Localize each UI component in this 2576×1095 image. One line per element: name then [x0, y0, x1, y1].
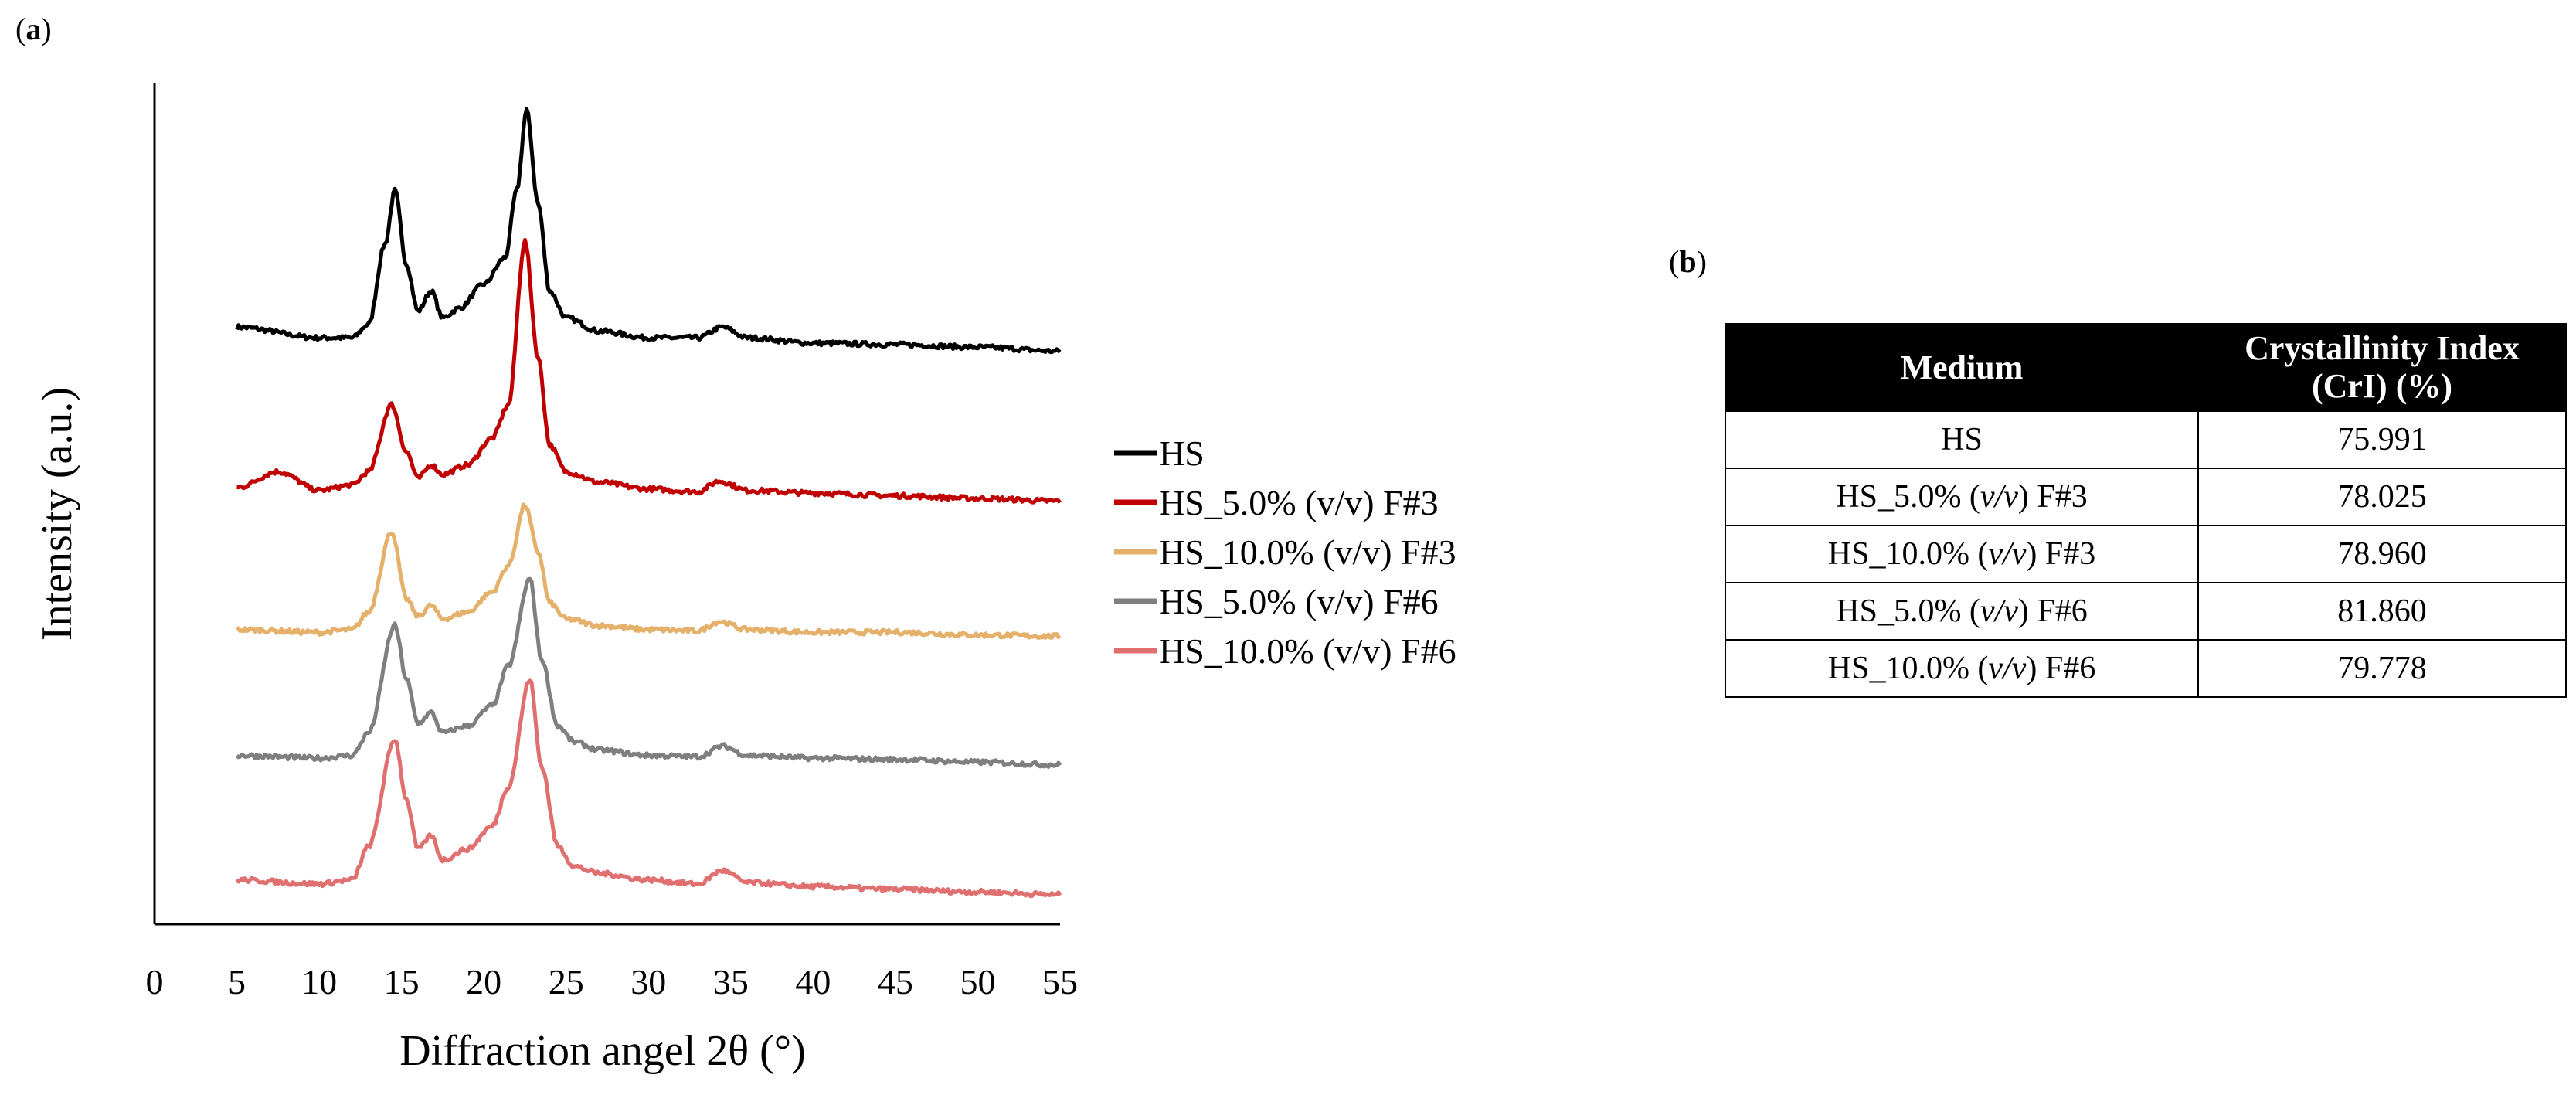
legend-label-1: HS	[1159, 434, 1205, 473]
header-crystallinity-line2: (CrI) (%)	[2311, 367, 2453, 406]
cell-medium-prefix: HS	[1941, 421, 1983, 457]
header-medium: Medium	[1725, 323, 2199, 412]
table-row: HS_10.0% (v/v) F#6 79.778	[1725, 638, 2567, 698]
x-tick-label: 45	[878, 962, 913, 1001]
table-row: HS 75.991	[1725, 410, 2567, 469]
cell-medium-prefix: HS_5.0% (	[1836, 593, 1980, 629]
chart-ticks: 0 5 10 15 20 25 30 35 40 45 50 55	[146, 962, 1079, 1001]
series-line-2	[236, 237, 1062, 505]
cell-medium-unit: v/v	[1988, 650, 2027, 686]
cell-medium-suffix: ) F#6	[2017, 593, 2088, 629]
panel-label-a: (a)	[15, 12, 52, 46]
cell-medium-prefix: HS_5.0% (	[1836, 478, 1980, 515]
y-axis-label: Intensity (a.u.)	[33, 387, 81, 641]
series-line-5	[235, 678, 1062, 899]
legend-label-4: HS_5.0% (v/v) F#6	[1159, 582, 1439, 621]
x-tick-label: 40	[795, 962, 831, 1001]
legend-label-3: HS_10.0% (v/v) F#3	[1159, 532, 1456, 572]
x-tick-label: 25	[549, 962, 584, 1001]
header-crystallinity: Crystallinity Index (CrI) (%)	[2197, 323, 2567, 412]
chart-series	[235, 107, 1062, 899]
x-tick-label: 5	[228, 962, 246, 1001]
series-line-4	[235, 576, 1062, 769]
x-tick-label: 35	[713, 962, 749, 1001]
cell-crystallinity-value: 78.025	[2197, 467, 2567, 526]
cell-medium-suffix: ) F#6	[2026, 650, 2096, 686]
chart-axes	[153, 83, 1060, 926]
chart-legend: HS HS_5.0% (v/v) F#3 HS_10.0% (v/v) F#3 HS_…	[1114, 434, 1456, 671]
cell-medium: HS	[1725, 410, 2199, 469]
table-row: HS_5.0% (v/v) F#3 78.025	[1725, 467, 2567, 526]
x-tick-label: 15	[384, 962, 420, 1001]
cell-medium-unit: v/v	[1980, 593, 2018, 629]
legend-label-5: HS_10.0% (v/v) F#6	[1159, 631, 1456, 671]
table-row: HS_5.0% (v/v) F#6 81.860	[1725, 581, 2567, 641]
table-row: HS_10.0% (v/v) F#3 78.960	[1725, 524, 2567, 583]
x-tick-label: 55	[1042, 962, 1078, 1001]
xrd-chart: 0 5 10 15 20 25 30 35 40 45 50 55 Diffraction angel…	[33, 83, 1456, 1075]
cell-medium: HS_10.0% (v/v) F#3	[1725, 524, 2199, 583]
cell-crystallinity-value: 75.991	[2197, 410, 2567, 469]
x-tick-label: 30	[630, 962, 666, 1001]
series-line-1	[235, 107, 1062, 355]
cell-crystallinity-value: 78.960	[2197, 524, 2567, 583]
cell-medium-prefix: HS_10.0% (	[1827, 536, 1989, 572]
panel-label-b: (b)	[1669, 244, 1707, 279]
x-tick-label: 50	[960, 962, 995, 1001]
legend-label-2: HS_5.0% (v/v) F#3	[1159, 483, 1439, 522]
series-line-3	[236, 502, 1062, 641]
cell-medium: HS_5.0% (v/v) F#3	[1725, 467, 2199, 526]
cell-medium-unit: v/v	[1980, 478, 2018, 515]
cell-medium-suffix: ) F#3	[2026, 536, 2096, 572]
cell-medium-unit: v/v	[1988, 536, 2027, 572]
cell-crystallinity-value: 79.778	[2197, 638, 2567, 698]
x-axis-label: Diffraction angel 2θ (°)	[399, 1027, 806, 1075]
crystallinity-table: Medium Crystallinity Index (CrI) (%) HS 7…	[1725, 323, 2567, 698]
cell-medium-prefix: HS_10.0% (	[1827, 650, 1989, 686]
cell-medium: HS_5.0% (v/v) F#6	[1725, 581, 2199, 641]
x-tick-label: 20	[466, 962, 501, 1001]
cell-crystallinity-value: 81.860	[2197, 581, 2567, 641]
x-tick-label: 0	[146, 962, 164, 1001]
header-crystallinity-line1: Crystallinity Index	[2245, 329, 2520, 367]
x-tick-label: 10	[301, 962, 337, 1001]
cell-medium: HS_10.0% (v/v) F#6	[1725, 638, 2199, 698]
cell-medium-suffix: ) F#3	[2017, 478, 2088, 515]
table-header-row: Medium Crystallinity Index (CrI) (%)	[1725, 323, 2567, 412]
